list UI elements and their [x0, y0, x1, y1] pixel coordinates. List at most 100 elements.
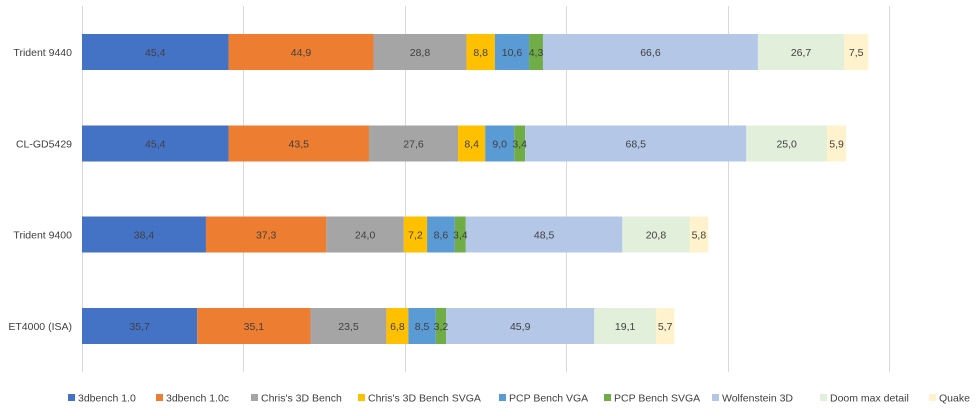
data-label: 45,4 — [145, 139, 166, 151]
legend-swatch — [499, 394, 506, 401]
data-label: 20,8 — [646, 230, 667, 242]
bar-segment — [446, 308, 595, 344]
data-label: 4,3 — [529, 47, 544, 59]
bar-segment — [746, 125, 828, 162]
legend-label: PCP Bench SVGA — [614, 393, 700, 405]
data-label: 68,5 — [626, 139, 647, 151]
data-label: 45,4 — [145, 47, 166, 59]
bar-segment — [757, 34, 845, 70]
data-label: 19,1 — [615, 321, 636, 333]
legend-label: Chris's 3D Bench SVGA — [368, 393, 481, 405]
data-label: 25,0 — [776, 139, 797, 151]
bar-segment — [403, 216, 428, 253]
bar-segment — [827, 125, 847, 162]
data-label: 48,5 — [534, 230, 555, 242]
legend-item: Wolfenstein 3D — [712, 393, 793, 405]
data-label: 43,5 — [289, 139, 310, 151]
data-label: 9,0 — [492, 139, 507, 151]
category-label: Trident 9440 — [13, 47, 72, 59]
category-label: ET4000 (ISA) — [8, 321, 72, 333]
data-label: 3,2 — [434, 321, 449, 333]
legend-item: PCP Bench SVGA — [604, 393, 700, 405]
bar-segment — [844, 34, 869, 70]
bar-segment — [689, 216, 709, 253]
bar-segment — [594, 308, 656, 344]
legend-swatch — [604, 394, 611, 401]
bar-segment — [466, 34, 495, 70]
bar-segment — [205, 216, 327, 253]
bar-segment — [228, 125, 369, 162]
data-label: 26,7 — [791, 47, 812, 59]
bar-segment — [368, 125, 459, 162]
bar-segment — [228, 34, 374, 70]
legend-item: 3dbench 1.0 — [68, 393, 136, 405]
bar-segment — [82, 125, 229, 162]
data-label: 35,1 — [244, 321, 265, 333]
legend-swatch — [820, 394, 827, 401]
legend-swatch — [358, 394, 365, 401]
data-label: 5,7 — [658, 321, 673, 333]
legend-label: Doom max detail — [830, 393, 909, 405]
legend-label: 3dbench 1.0 — [78, 393, 136, 405]
data-label: 8,5 — [415, 321, 430, 333]
legend-swatch — [251, 394, 258, 401]
bar-segment — [454, 216, 466, 253]
legend-item: Doom max detail — [820, 393, 909, 405]
legend-item: Chris's 3D Bench — [251, 393, 342, 405]
bar-segment — [386, 308, 409, 344]
bar-segment — [655, 308, 675, 344]
bar-segment — [310, 308, 387, 344]
legend-item: Chris's 3D Bench SVGA — [358, 393, 481, 405]
legend-item: Quake — [929, 393, 970, 405]
data-label: 35,7 — [129, 321, 150, 333]
data-label: 3,4 — [512, 139, 527, 151]
category-label: Trident 9400 — [13, 230, 72, 242]
data-label: 27,6 — [403, 139, 424, 151]
bar-segment — [485, 125, 515, 162]
bar-segment — [82, 34, 229, 70]
legend-label: PCP Bench VGA — [509, 393, 588, 405]
legend-label: Wolfenstein 3D — [722, 393, 793, 405]
bar-segment — [458, 125, 486, 162]
legend-label: Quake — [939, 393, 970, 405]
bar-segment — [197, 308, 311, 344]
legend-item: PCP Bench VGA — [499, 393, 588, 405]
data-label: 8,6 — [434, 230, 449, 242]
bar-segment — [494, 34, 530, 70]
bar-segment — [373, 34, 467, 70]
legend-swatch — [712, 394, 719, 401]
data-label: 24,0 — [355, 230, 376, 242]
data-label: 44,9 — [291, 47, 312, 59]
bar-segment — [465, 216, 623, 253]
bar-segment — [542, 34, 758, 70]
category-label: CL-GD5429 — [16, 139, 72, 151]
legend-swatch — [156, 394, 163, 401]
data-label: 10,6 — [502, 47, 523, 59]
data-label: 5,9 — [829, 139, 844, 151]
legend-swatch — [929, 394, 936, 401]
data-label: 28,8 — [410, 47, 431, 59]
legend-swatch — [68, 394, 75, 401]
bar-segment — [529, 34, 543, 70]
data-label: 45,9 — [510, 321, 531, 333]
bar-segment — [82, 308, 198, 344]
data-label: 6,8 — [390, 321, 405, 333]
data-label: 37,3 — [256, 230, 277, 242]
data-label: 66,6 — [640, 47, 661, 59]
data-label: 8,4 — [464, 139, 479, 151]
legend-label: 3dbench 1.0c — [166, 393, 229, 405]
bar-segment — [435, 308, 447, 344]
legend-item: 3dbench 1.0c — [156, 393, 229, 405]
legend-label: Chris's 3D Bench — [261, 393, 342, 405]
bar-segment — [622, 216, 690, 253]
data-label: 5,8 — [692, 230, 707, 242]
data-label: 7,2 — [408, 230, 423, 242]
data-label: 8,8 — [473, 47, 488, 59]
data-label: 38,4 — [134, 230, 155, 242]
data-label: 23,5 — [338, 321, 359, 333]
bar-segment — [408, 308, 436, 344]
bar-segment — [326, 216, 404, 253]
bar-segment — [525, 125, 747, 162]
bar-segment — [514, 125, 526, 162]
